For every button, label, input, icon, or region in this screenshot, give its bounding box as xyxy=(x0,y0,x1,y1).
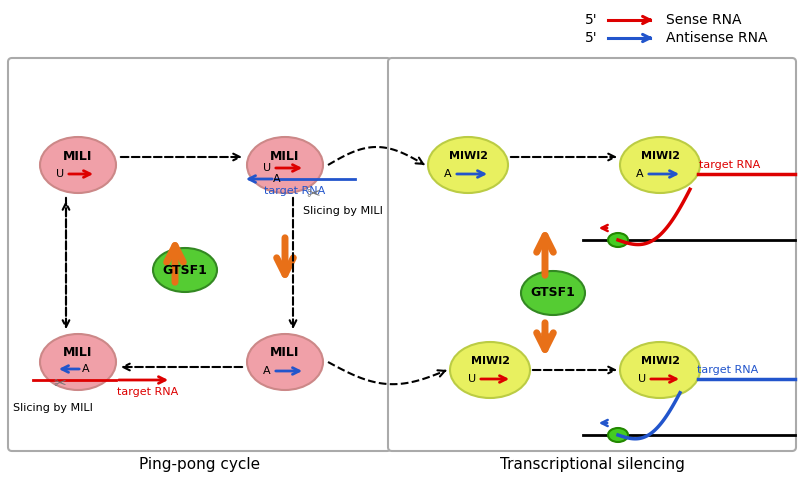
Text: Ping-pong cycle: Ping-pong cycle xyxy=(139,457,261,472)
Text: Transcriptional silencing: Transcriptional silencing xyxy=(499,457,685,472)
Text: U: U xyxy=(56,169,64,179)
Text: MIWI2: MIWI2 xyxy=(641,356,679,366)
Text: 5': 5' xyxy=(586,31,598,45)
Text: A: A xyxy=(444,169,452,179)
Text: U: U xyxy=(263,163,271,173)
Text: target RNA: target RNA xyxy=(118,387,178,397)
Text: target RNA: target RNA xyxy=(697,365,758,375)
Text: target RNA: target RNA xyxy=(264,186,326,196)
Ellipse shape xyxy=(40,137,116,193)
Text: A: A xyxy=(636,169,644,179)
Text: ?: ? xyxy=(540,331,550,349)
Text: 5': 5' xyxy=(586,13,598,27)
Text: MILI: MILI xyxy=(63,347,93,360)
Text: MIWI2: MIWI2 xyxy=(641,151,679,161)
Text: Antisense RNA: Antisense RNA xyxy=(666,31,767,45)
Text: Slicing by MILI: Slicing by MILI xyxy=(303,206,383,216)
Text: GTSF1: GTSF1 xyxy=(162,264,207,276)
Text: MIWI2: MIWI2 xyxy=(470,356,510,366)
Text: A: A xyxy=(273,174,281,184)
Text: MIWI2: MIWI2 xyxy=(449,151,487,161)
Ellipse shape xyxy=(608,428,628,442)
Ellipse shape xyxy=(620,137,700,193)
Text: ✂: ✂ xyxy=(54,376,66,392)
FancyBboxPatch shape xyxy=(388,58,796,451)
Ellipse shape xyxy=(620,342,700,398)
Text: Sense RNA: Sense RNA xyxy=(666,13,742,27)
Ellipse shape xyxy=(608,233,628,247)
Ellipse shape xyxy=(450,342,530,398)
Ellipse shape xyxy=(428,137,508,193)
Text: MILI: MILI xyxy=(270,149,300,163)
Text: A: A xyxy=(82,364,90,374)
Text: GTSF1: GTSF1 xyxy=(530,287,575,300)
Text: target RNA: target RNA xyxy=(698,160,760,170)
Text: MILI: MILI xyxy=(63,149,93,163)
Ellipse shape xyxy=(247,334,323,390)
Text: ?: ? xyxy=(540,239,550,257)
Text: ✂: ✂ xyxy=(306,184,320,202)
Ellipse shape xyxy=(40,334,116,390)
Text: U: U xyxy=(638,374,646,384)
Text: U: U xyxy=(468,374,476,384)
Text: MILI: MILI xyxy=(270,347,300,360)
Text: A: A xyxy=(263,366,271,376)
Ellipse shape xyxy=(247,137,323,193)
FancyBboxPatch shape xyxy=(8,58,391,451)
Text: Slicing by MILI: Slicing by MILI xyxy=(13,403,93,413)
Ellipse shape xyxy=(153,248,217,292)
Ellipse shape xyxy=(521,271,585,315)
